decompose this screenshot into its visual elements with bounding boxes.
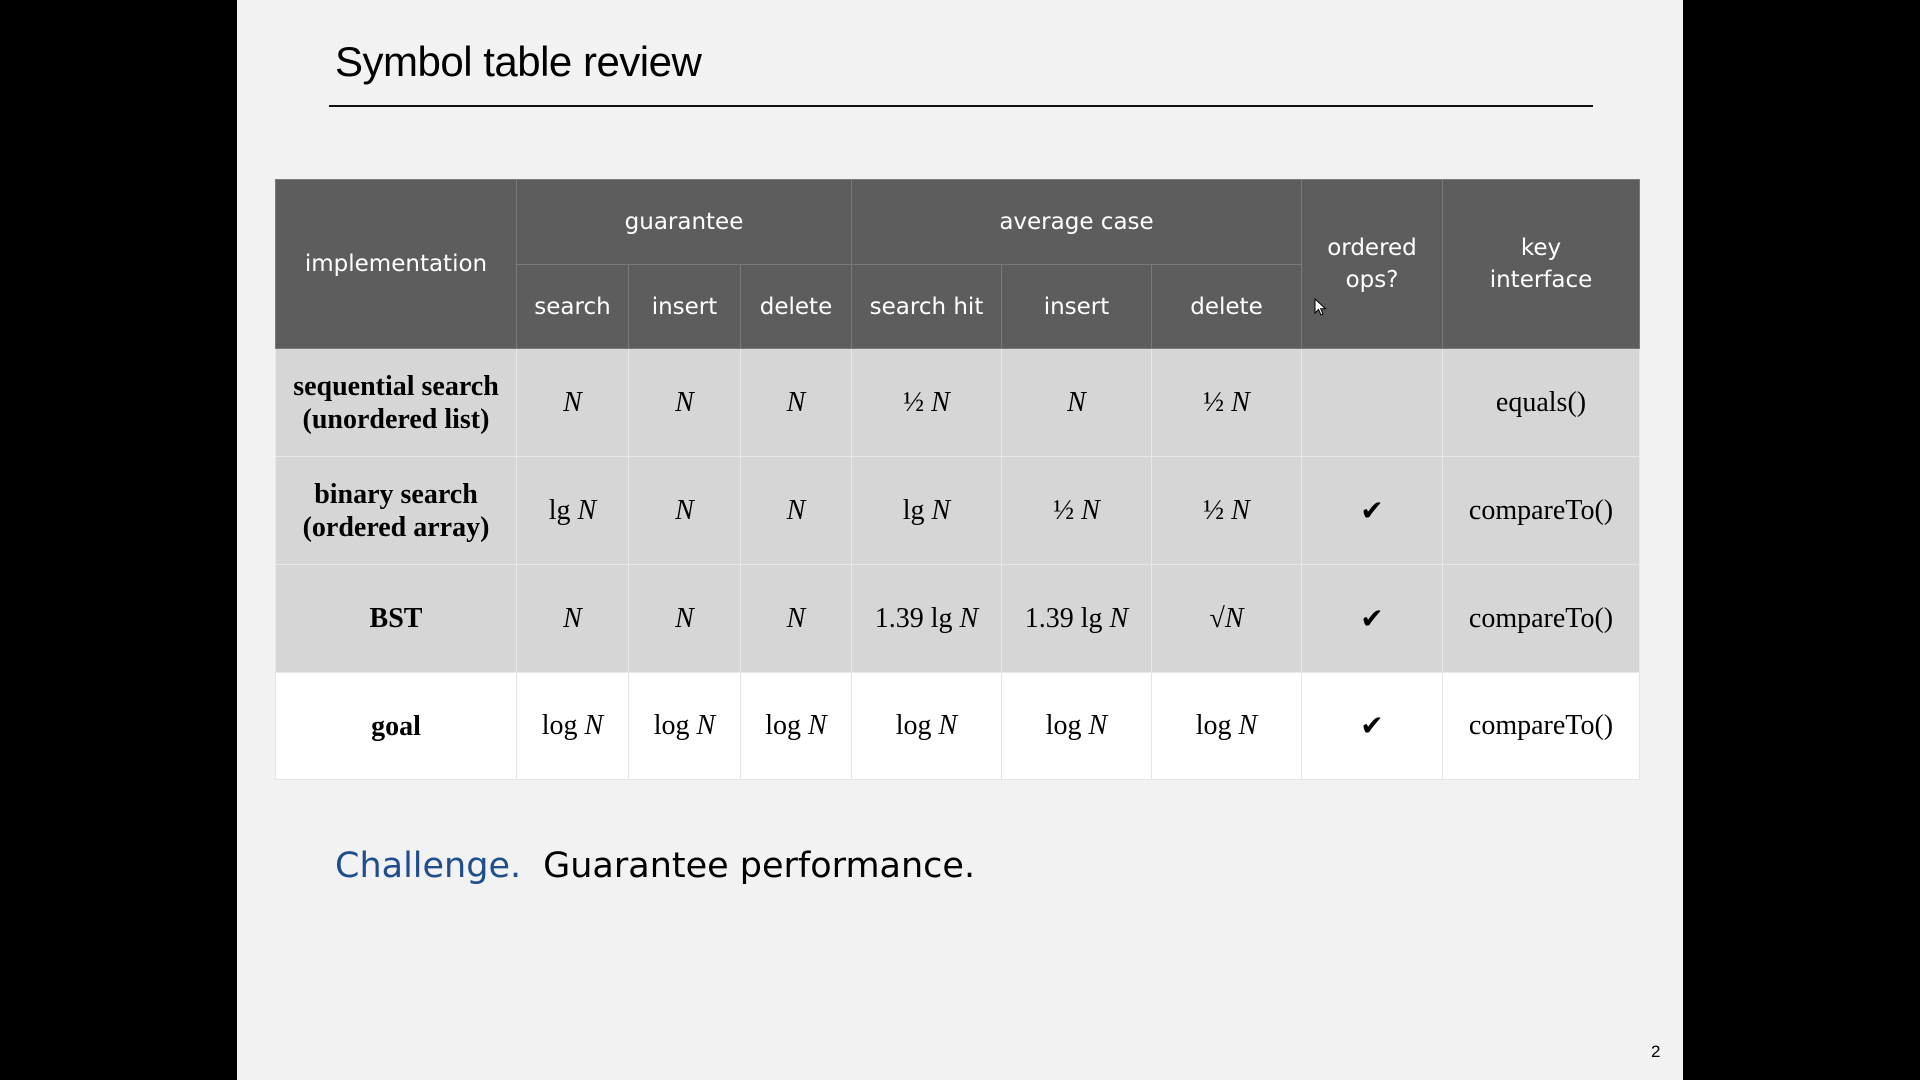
cost-cell: ½ N xyxy=(1001,456,1152,565)
cost-cell: ½ N xyxy=(1151,456,1302,565)
impl-line-1: binary search xyxy=(314,478,478,510)
ordered-ops-checkmark: ✔ xyxy=(1301,456,1443,565)
subheader-guarantee-search: search xyxy=(516,264,629,349)
key-interface-cell: compareTo() xyxy=(1442,564,1640,673)
cost-cell: log N xyxy=(851,672,1002,780)
title-underline xyxy=(329,105,1593,107)
subheader-guarantee-insert: insert xyxy=(628,264,741,349)
challenge-label: Challenge. xyxy=(335,846,522,886)
cost-cell: N xyxy=(740,564,852,673)
ordered-ops-checkmark: ✔ xyxy=(1301,672,1443,780)
cost-cell: 1.39 lg N xyxy=(851,564,1002,673)
cost-cell: lg N xyxy=(851,456,1002,565)
header-average-case: average case xyxy=(851,179,1302,265)
header-guarantee: guarantee xyxy=(516,179,852,265)
subheader-average-search-hit: search hit xyxy=(851,264,1002,349)
table-row: sequential search (unordered list) N N N… xyxy=(275,348,1640,457)
cost-cell: log N xyxy=(1001,672,1152,780)
key-interface-cell: compareTo() xyxy=(1442,672,1640,780)
mouse-pointer-icon xyxy=(1314,298,1327,316)
impl-line-2: (ordered array) xyxy=(302,511,490,543)
row-implementation-name: BST xyxy=(275,564,517,673)
row-implementation-name: binary search (ordered array) xyxy=(275,456,517,565)
subheader-average-insert: insert xyxy=(1001,264,1152,349)
impl-line-1: goal xyxy=(371,710,421,742)
cost-cell: N xyxy=(516,564,629,673)
cost-cell: log N xyxy=(516,672,629,780)
header-key-interface: key interface xyxy=(1442,179,1640,349)
cost-cell: log N xyxy=(1151,672,1302,780)
row-implementation-name: sequential search (unordered list) xyxy=(275,348,517,457)
cost-cell: lg N xyxy=(516,456,629,565)
table-row: binary search (ordered array) lg N N N l… xyxy=(275,456,1640,565)
page-number: 2 xyxy=(1651,1042,1661,1061)
header-implementation: implementation xyxy=(275,179,517,349)
cost-cell: log N xyxy=(628,672,741,780)
key-interface-cell: equals() xyxy=(1442,348,1640,457)
challenge-text: Guarantee performance. xyxy=(543,846,976,886)
subheader-average-delete: delete xyxy=(1151,264,1302,349)
slide: Symbol table review implementation guara… xyxy=(237,0,1683,1080)
cost-cell: ½ N xyxy=(1151,348,1302,457)
key-interface-cell: compareTo() xyxy=(1442,456,1640,565)
impl-line-1: sequential search xyxy=(293,370,499,402)
table-row: BST N N N 1.39 lg N 1.39 lg N √N ✔ compa… xyxy=(275,564,1640,673)
table-row-goal: goal log N log N log N log N log N log N… xyxy=(275,672,1640,780)
row-implementation-name: goal xyxy=(275,672,517,780)
cost-cell: √N xyxy=(1151,564,1302,673)
cost-cell: N xyxy=(628,564,741,673)
cost-cell: N xyxy=(740,348,852,457)
cost-cell: N xyxy=(740,456,852,565)
cost-cell: N xyxy=(628,456,741,565)
cost-cell: log N xyxy=(740,672,852,780)
header-ordered-ops: ordered ops? xyxy=(1301,179,1443,349)
cost-cell: N xyxy=(516,348,629,457)
cost-cell: ½ N xyxy=(851,348,1002,457)
ordered-ops-cell xyxy=(1301,348,1443,457)
symbol-table-comparison: implementation guarantee average case or… xyxy=(275,179,1640,780)
ordered-ops-checkmark: ✔ xyxy=(1301,564,1443,673)
subheader-guarantee-delete: delete xyxy=(740,264,852,349)
slide-title: Symbol table review xyxy=(335,38,702,85)
cost-cell: 1.39 lg N xyxy=(1001,564,1152,673)
challenge-statement: Challenge. Guarantee performance. xyxy=(335,846,975,886)
cost-cell: N xyxy=(1001,348,1152,457)
impl-line-1: BST xyxy=(369,603,423,634)
cost-cell: N xyxy=(628,348,741,457)
impl-line-2: (unordered list) xyxy=(302,403,490,435)
